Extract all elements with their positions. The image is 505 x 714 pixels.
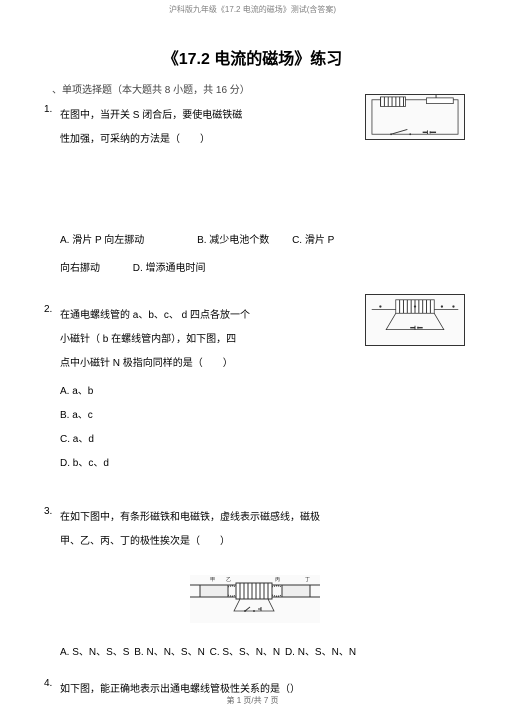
q2-options: A. a、b B. a、c C. a、d D. b、c、d [60, 380, 475, 476]
svg-text:乙: 乙 [226, 576, 231, 583]
q2-line3: 点中小磁针 N 极指向同样的是（ ） [60, 358, 233, 369]
q1-optC2: 向右挪动 [60, 263, 100, 274]
q1-text: 在图中，当开关 S 闭合后，要使电磁铁磁 性加强，可采纳的方法是（ ） [60, 104, 310, 152]
q3-figure: 甲 乙 丙 丁 [190, 575, 320, 623]
q1-optC: C. 滑片 P [292, 235, 334, 246]
svg-text:丙: 丙 [275, 577, 280, 583]
q1-options: A. 滑片 P 向左挪动 B. 减少电池个数 C. 滑片 P 向右挪动 D. 增… [60, 230, 475, 280]
q3-options-row: A. S、N、S、S B. N、N、S、N C. S、S、N、N D. N、S、… [60, 642, 475, 664]
q4-number: 4. [44, 678, 52, 689]
q3-optD: D. N、S、N、N [285, 647, 356, 658]
q1-optA: A. 滑片 P 向左挪动 [60, 235, 144, 246]
q3-line1: 在如下图中，有条形磁铁和电磁铁，虚线表示磁感线，磁极 [60, 512, 320, 523]
q3-options: A. S、N、S、S B. N、N、S、N C. S、S、N、N D. N、S、… [60, 642, 475, 664]
q3-optB: B. N、N、S、N [134, 647, 205, 658]
q4-line1: 如下图，能正确地表示出通电螺线管极性关系的是（） [60, 684, 300, 695]
circuit-diagram-icon [366, 95, 464, 139]
page-title: 《17.2 电流的磁场》练习 [0, 45, 505, 69]
q2-optA: A. a、b [60, 380, 475, 404]
q2-optC: C. a、d [60, 428, 475, 452]
q1-number: 1. [44, 104, 52, 115]
section-header-text: 、单项选择题（本大题共 8 小题，共 16 分） [52, 85, 250, 96]
q2-optD: D. b、c、d [60, 452, 475, 476]
q1-line2: 性加强，可采纳的方法是（ ） [60, 134, 210, 145]
page-footer: 第 1 页/共 7 页 [0, 695, 505, 706]
q2-figure [365, 294, 465, 346]
magnet-diagram-icon: 甲 乙 丙 丁 [190, 575, 320, 623]
q1-optB: B. 减少电池个数 [197, 235, 269, 246]
q3-optA: A. S、N、S、S [60, 647, 129, 658]
q2-line2: 小磁针（ b 在螺线管内部），如下图，四 [60, 334, 236, 345]
q3-number: 3. [44, 506, 52, 517]
svg-text:丁: 丁 [305, 577, 310, 583]
q2-optB: B. a、c [60, 404, 475, 428]
q1-optD: D. 增添通电时间 [133, 263, 206, 274]
q2-line1: 在通电螺线管的 a、b、c、 d 四点各放一个 [60, 310, 250, 321]
solenoid-diagram-icon [366, 295, 464, 345]
q2-number: 2. [44, 304, 52, 315]
q3-optC: C. S、S、N、N [210, 647, 281, 658]
question-3: 3. 在如下图中，有条形磁铁和电磁铁，虚线表示磁感线，磁极 甲、乙、丙、丁的极性… [60, 506, 475, 554]
q1-figure [365, 94, 465, 140]
q3-text: 在如下图中，有条形磁铁和电磁铁，虚线表示磁感线，磁极 甲、乙、丙、丁的极性挨次是… [60, 506, 475, 554]
q2-text: 在通电螺线管的 a、b、c、 d 四点各放一个 小磁针（ b 在螺线管内部），如… [60, 304, 320, 376]
header-note: 沪科版九年级《17.2 电流的磁场》测试(含答案) [0, 0, 505, 15]
q1-line1: 在图中，当开关 S 闭合后，要使电磁铁磁 [60, 110, 242, 121]
q3-line2: 甲、乙、丙、丁的极性挨次是（ ） [60, 536, 230, 547]
svg-text:甲: 甲 [210, 577, 215, 583]
